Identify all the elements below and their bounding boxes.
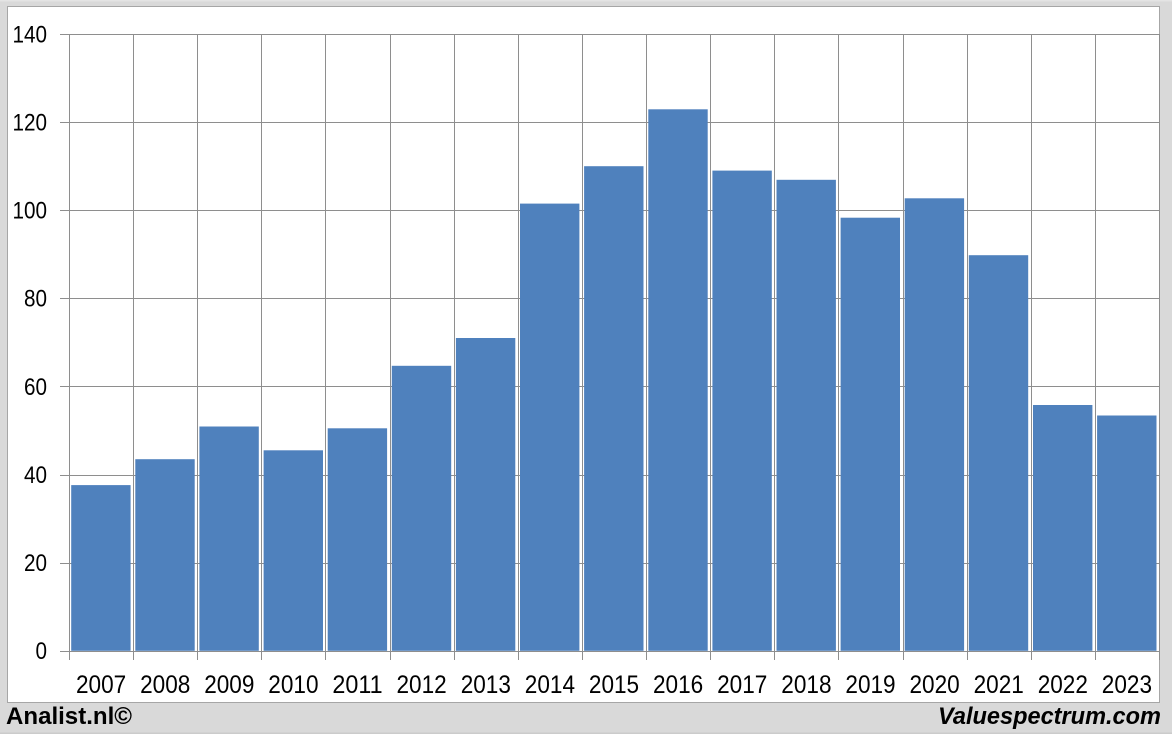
svg-text:2021: 2021 (974, 671, 1024, 699)
svg-text:2009: 2009 (204, 671, 254, 699)
svg-text:Valuespectrum.com: Valuespectrum.com (938, 703, 1161, 730)
svg-text:2015: 2015 (589, 671, 639, 699)
svg-text:60: 60 (24, 374, 47, 401)
svg-text:2017: 2017 (717, 671, 767, 699)
svg-text:80: 80 (24, 286, 47, 313)
svg-text:140: 140 (13, 21, 48, 48)
svg-text:2022: 2022 (1038, 671, 1088, 699)
svg-text:40: 40 (24, 462, 47, 489)
svg-text:2013: 2013 (461, 671, 511, 699)
svg-text:2019: 2019 (845, 671, 895, 699)
svg-text:0: 0 (36, 638, 48, 665)
svg-text:100: 100 (13, 198, 48, 225)
svg-text:2008: 2008 (140, 671, 190, 699)
svg-text:2007: 2007 (76, 671, 126, 699)
svg-text:2016: 2016 (653, 671, 703, 699)
svg-text:2014: 2014 (525, 671, 575, 699)
svg-text:20: 20 (24, 550, 47, 577)
svg-text:2020: 2020 (910, 671, 960, 699)
svg-text:2018: 2018 (781, 671, 831, 699)
svg-text:2011: 2011 (332, 671, 382, 699)
svg-text:2012: 2012 (397, 671, 447, 699)
svg-text:Analist.nl©: Analist.nl© (6, 703, 132, 730)
svg-text:2023: 2023 (1102, 671, 1152, 699)
svg-text:120: 120 (13, 109, 48, 136)
svg-text:2010: 2010 (268, 671, 318, 699)
